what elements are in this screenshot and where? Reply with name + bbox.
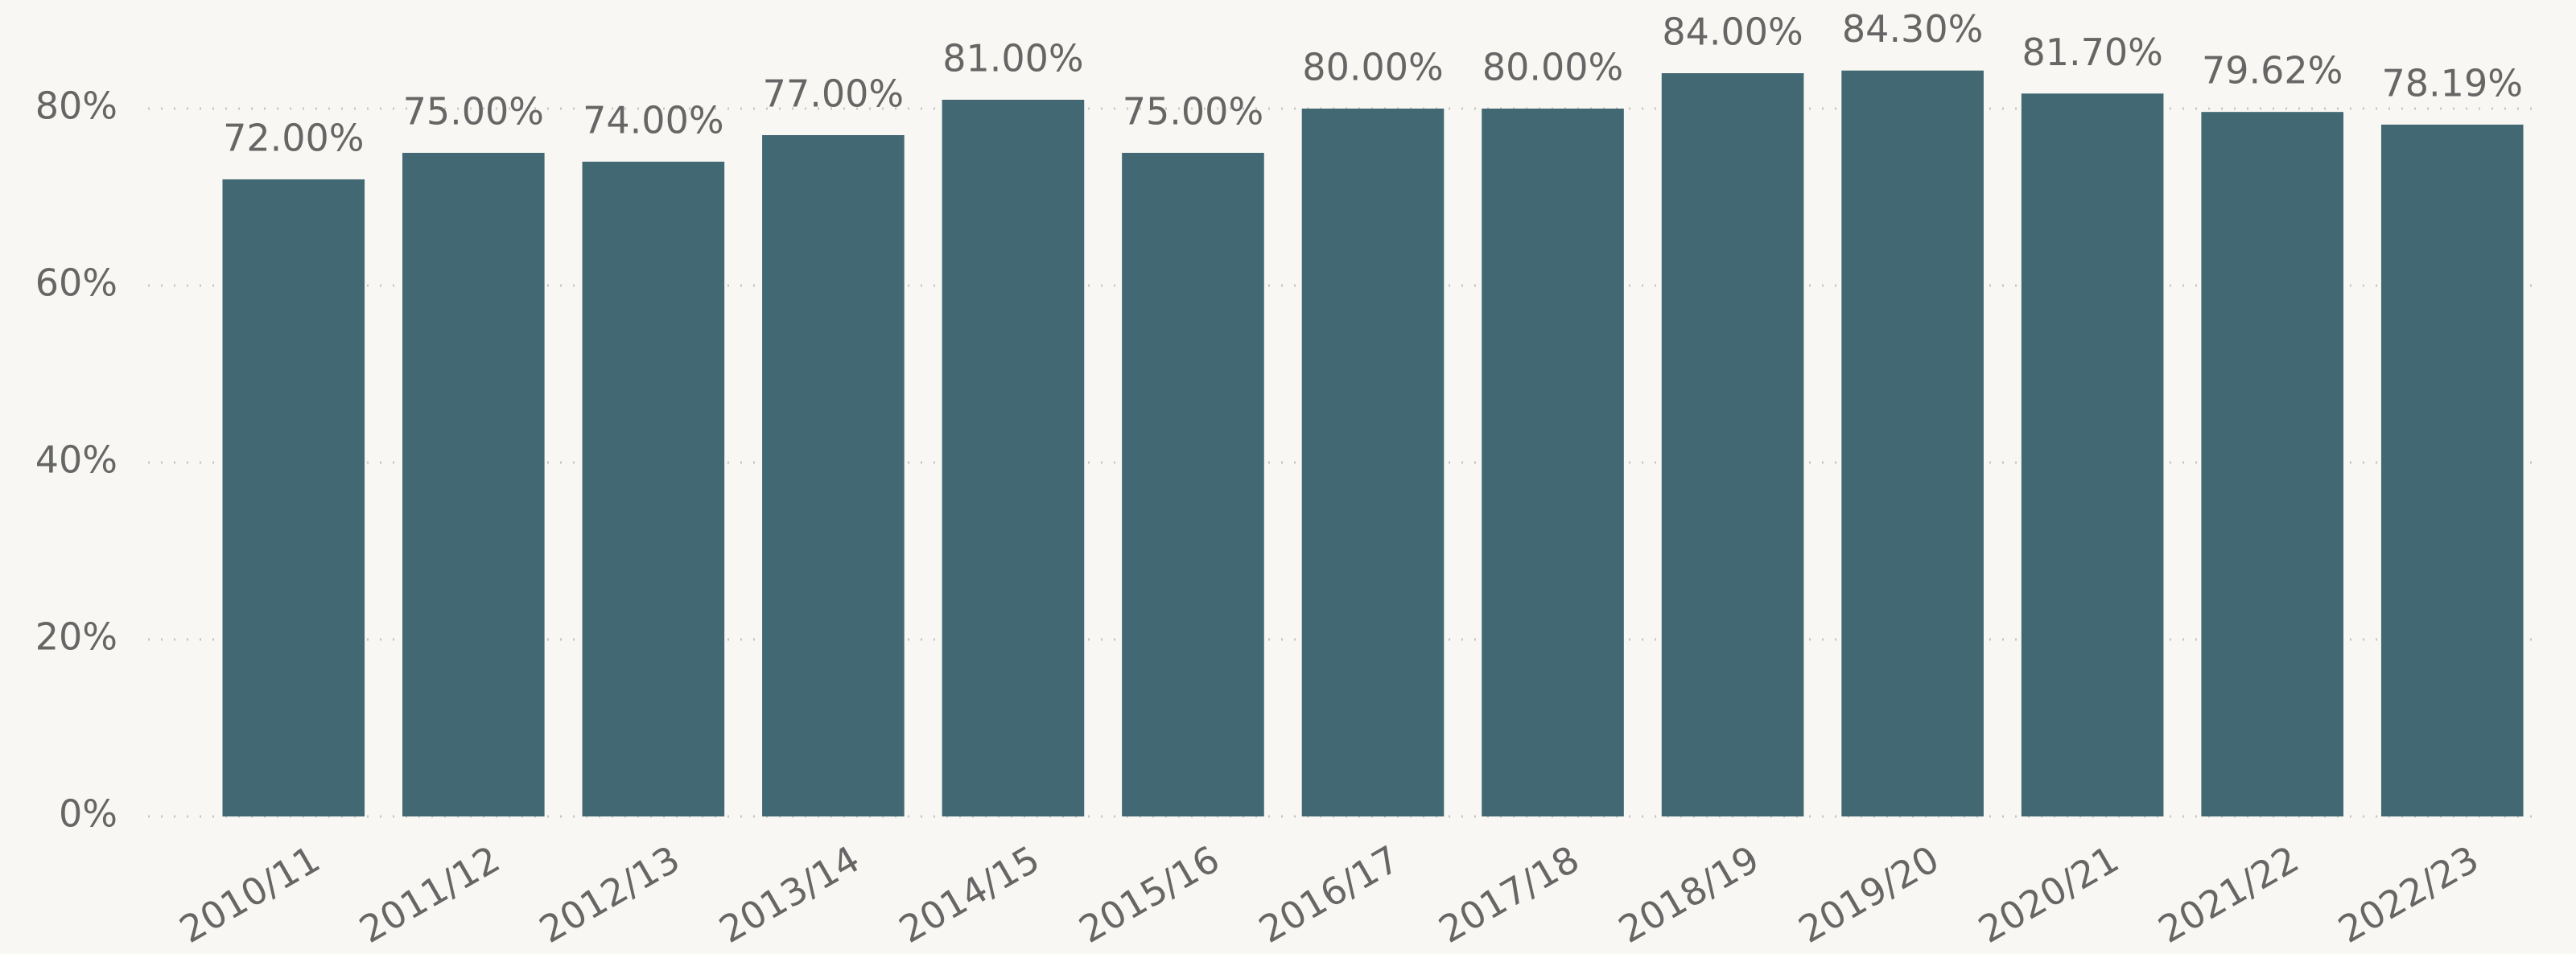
data-label: 74.00% <box>583 99 723 142</box>
bar <box>2201 112 2343 816</box>
data-label: 84.30% <box>1842 7 1983 51</box>
data-label: 75.00% <box>1123 90 1263 134</box>
data-label: 78.19% <box>2382 61 2523 105</box>
bar <box>2380 124 2524 816</box>
bar <box>1482 109 1624 816</box>
bar <box>222 179 365 816</box>
bar <box>2021 93 2164 817</box>
bar <box>1122 153 1264 816</box>
bar <box>1301 109 1445 816</box>
bar <box>1841 70 1984 816</box>
data-label: 81.00% <box>942 37 1083 80</box>
y-tick-label: 60% <box>35 261 117 305</box>
data-label: 75.00% <box>403 90 544 134</box>
data-label: 77.00% <box>763 72 904 116</box>
data-label: 72.00% <box>223 117 364 160</box>
data-label: 84.00% <box>1662 10 1803 54</box>
data-label: 81.70% <box>2022 31 2162 74</box>
y-tick-label: 20% <box>35 615 117 659</box>
data-label: 79.62% <box>2202 49 2343 93</box>
y-tick-label: 40% <box>35 438 117 482</box>
bar <box>1661 73 1804 816</box>
bar <box>582 162 725 816</box>
data-label: 80.00% <box>1482 46 1623 89</box>
data-label: 80.00% <box>1302 46 1443 89</box>
y-tick-label: 80% <box>35 84 117 128</box>
bar <box>762 135 905 816</box>
y-tick-label: 0% <box>59 792 117 836</box>
bar <box>942 100 1085 816</box>
bar <box>402 153 545 816</box>
